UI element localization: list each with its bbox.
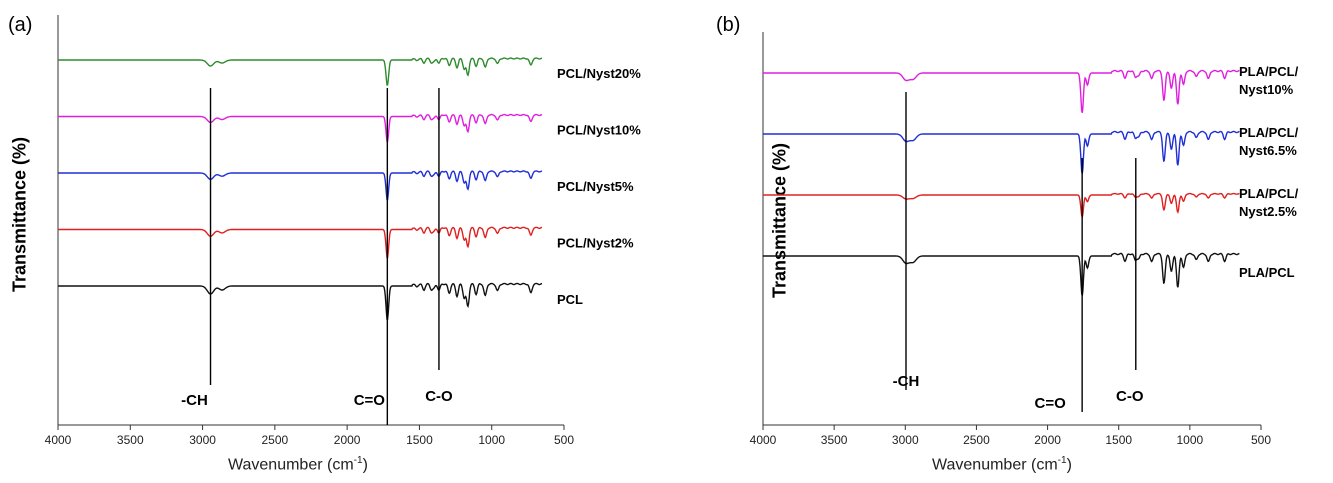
series-label-line: PCL/Nyst10% (557, 123, 641, 138)
series-label-line: PLA/PCL/ (1239, 64, 1299, 79)
x-tick-label: 500 (1251, 433, 1271, 447)
band-marker-label: C=O (354, 392, 386, 409)
series-label: PLA/PCL/Nyst2.5% (1239, 186, 1299, 219)
series-label-line: PLA/PCL (1239, 265, 1295, 280)
x-axis-label: Wavenumber (cm-1) (228, 455, 368, 474)
series-label: PLA/PCL (1239, 265, 1295, 280)
x-tick-label: 500 (554, 433, 574, 447)
x-tick-label: 1000 (1177, 433, 1204, 447)
series-line (763, 192, 1240, 219)
x-tick-label: 3000 (892, 433, 919, 447)
spectra-plot-a: 4000 3500 3000 2500 2000 1500 1000 500 PCL/Nyst2… (45, 15, 641, 447)
series-label: PCL/Nyst2% (557, 236, 634, 251)
series-line (58, 170, 543, 201)
x-tick-label: 1500 (1105, 433, 1132, 447)
band-marker-label: C=O (1035, 395, 1067, 412)
x-tick-label: 2500 (262, 433, 289, 447)
series-label: PLA/PCL/Nyst10% (1239, 64, 1299, 97)
series-line (58, 57, 543, 86)
band-marker-label: -CH (893, 373, 920, 390)
series-label-line: PCL/Nyst2% (557, 236, 634, 251)
series-line (763, 252, 1240, 297)
x-axis-label-sup: -1 (353, 455, 363, 466)
panel-label: (a) (8, 14, 33, 36)
x-tick-label: 4000 (45, 433, 72, 447)
x-axis-label-text: Wavenumber (cm (228, 456, 354, 474)
chart-panel-b: (b) Transmittance (%) Wavenumber (cm-1) … (700, 0, 1333, 483)
series-line (58, 282, 543, 320)
series-label-line: Nyst6.5% (1239, 143, 1297, 158)
series-line (58, 113, 543, 143)
series-label: PCL/Nyst20% (557, 66, 641, 81)
series-label: PCL/Nyst5% (557, 179, 634, 194)
series-label-line: Nyst2.5% (1239, 204, 1297, 219)
x-axis-label-text: Wavenumber (cm (932, 456, 1058, 474)
series-label-line: PCL (557, 292, 583, 307)
x-tick-label: 3500 (821, 433, 848, 447)
series-label: PCL/Nyst10% (557, 123, 641, 138)
series-label-line: PLA/PCL/ (1239, 125, 1299, 140)
spectra-plot-b: 4000 3500 3000 2500 2000 1500 1000 500 PLA/PCL/N… (750, 32, 1299, 447)
x-tick-label: 2500 (963, 433, 990, 447)
band-marker-label: -CH (181, 392, 208, 409)
x-axis-label-close: ) (1066, 456, 1072, 474)
x-axis-label-close: ) (362, 456, 368, 474)
series-label-line: PCL/Nyst20% (557, 66, 641, 81)
series-line (763, 130, 1240, 175)
series-label-line: PLA/PCL/ (1239, 186, 1299, 201)
series-label: PLA/PCL/Nyst6.5% (1239, 125, 1299, 158)
x-tick-label: 2000 (1034, 433, 1061, 447)
x-tick-label: 1000 (478, 433, 505, 447)
band-marker-label: C-O (1116, 388, 1144, 405)
series-label-line: Nyst10% (1239, 82, 1294, 97)
chart-panel-a: (a) Transmittance (%) Wavenumber (cm-1) … (0, 0, 660, 483)
x-axis-label: Wavenumber (cm-1) (932, 455, 1072, 474)
series-label-line: PCL/Nyst5% (557, 179, 634, 194)
series-line (58, 226, 543, 259)
x-tick-label: 4000 (750, 433, 777, 447)
x-tick-label: 2000 (334, 433, 361, 447)
band-marker-label: C-O (425, 388, 453, 405)
x-tick-label: 3500 (117, 433, 144, 447)
panel-label: (b) (716, 14, 741, 36)
series-label: PCL (557, 292, 583, 307)
x-axis-label-sup: -1 (1057, 455, 1067, 466)
x-tick-label: 1500 (406, 433, 433, 447)
x-tick-label: 3000 (189, 433, 216, 447)
series-line (763, 69, 1240, 114)
